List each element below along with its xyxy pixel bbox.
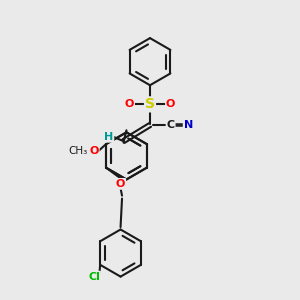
Text: Cl: Cl (88, 272, 100, 282)
Text: CH₃: CH₃ (68, 146, 88, 157)
Text: methoxy: methoxy (73, 151, 80, 152)
Text: N: N (184, 120, 193, 130)
Text: O: O (166, 99, 175, 110)
Text: C: C (167, 120, 175, 130)
Text: O: O (89, 146, 99, 157)
Text: methyl: methyl (82, 150, 87, 152)
Text: O: O (116, 179, 125, 189)
Text: O: O (125, 99, 134, 110)
Text: H: H (104, 132, 113, 142)
Text: S: S (145, 98, 155, 111)
